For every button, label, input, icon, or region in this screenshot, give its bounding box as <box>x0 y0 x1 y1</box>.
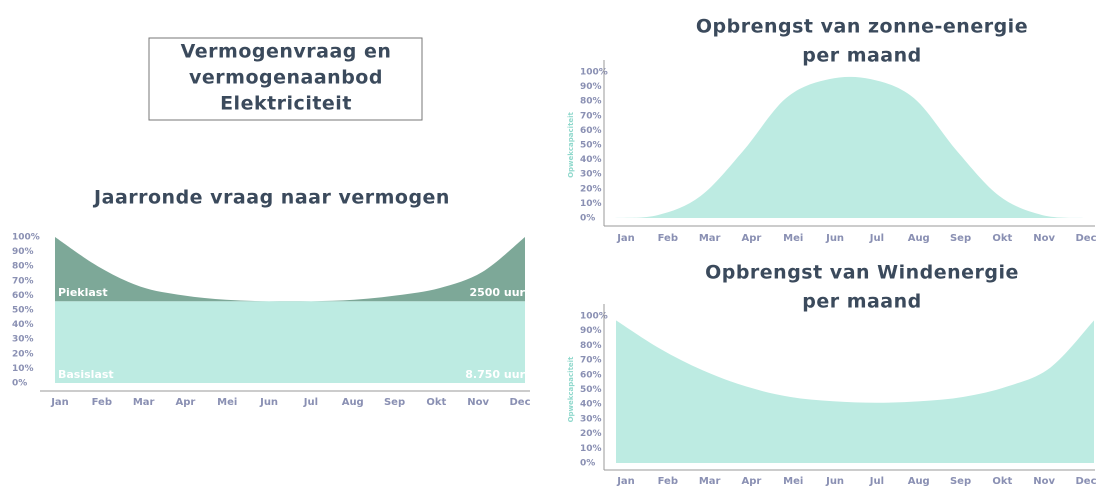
x-tick-label: Sep <box>950 233 971 244</box>
x-tick-label: Aug <box>908 233 930 244</box>
chart-title: Opbrengst van zonne-energie <box>696 16 1028 38</box>
y-tick-label: 50% <box>580 141 602 151</box>
y-axis-label: Opwekcapaciteit <box>567 111 575 177</box>
x-tick-label: Jul <box>869 476 884 486</box>
x-tick-label: Aug <box>342 397 364 408</box>
area <box>616 320 1094 463</box>
x-tick-label: Feb <box>658 476 678 486</box>
y-tick-label: 30% <box>580 170 602 180</box>
x-tick-label: Okt <box>992 233 1012 244</box>
x-tick-label: Jul <box>303 397 318 408</box>
y-tick-label: 80% <box>12 262 34 272</box>
chart-title: per maand <box>802 291 922 313</box>
x-tick-label: Apr <box>742 233 762 244</box>
y-tick-label: 80% <box>580 97 602 107</box>
x-tick-label: Feb <box>658 233 678 244</box>
series-label: Pieklast <box>58 286 108 299</box>
x-tick-label: Jan <box>616 476 635 486</box>
series-note: 2500 uur <box>469 286 525 299</box>
y-axis-label: Opwekcapaciteit <box>567 356 575 422</box>
y-tick-label: 60% <box>580 370 602 380</box>
y-tick-label: 40% <box>580 155 602 165</box>
x-tick-label: Dec <box>1075 233 1096 244</box>
main-title: vermogenaanbod <box>189 67 383 89</box>
x-tick-label: Nov <box>1033 476 1055 486</box>
main-title: Elektriciteit <box>220 93 352 115</box>
y-tick-label: 100% <box>580 312 608 322</box>
x-tick-label: Sep <box>384 397 405 408</box>
x-tick-label: Jun <box>825 233 844 244</box>
x-tick-label: Okt <box>992 476 1012 486</box>
y-tick-label: 70% <box>12 276 34 286</box>
y-tick-label: 60% <box>580 126 602 136</box>
x-tick-label: Mar <box>133 397 155 408</box>
x-tick-label: Nov <box>467 397 489 408</box>
x-tick-label: Jan <box>616 233 635 244</box>
y-tick-label: 40% <box>580 400 602 410</box>
main-title: Vermogenvraag en <box>181 41 392 63</box>
y-tick-label: 20% <box>580 184 602 194</box>
area <box>55 237 525 302</box>
x-tick-label: Jun <box>825 476 844 486</box>
y-tick-label: 100% <box>580 68 608 78</box>
y-tick-label: 50% <box>580 385 602 395</box>
y-tick-label: 70% <box>580 356 602 366</box>
x-tick-label: Aug <box>908 476 930 486</box>
x-tick-label: Jul <box>869 233 884 244</box>
x-tick-label: Mei <box>783 476 803 486</box>
area <box>55 301 525 383</box>
series-note: 8.750 uur <box>465 368 525 381</box>
y-tick-label: 70% <box>580 111 602 121</box>
x-tick-label: Jun <box>259 397 278 408</box>
chart-title: Opbrengst van Windenergie <box>705 262 1019 284</box>
y-tick-label: 80% <box>580 341 602 351</box>
y-tick-label: 10% <box>580 199 602 209</box>
y-tick-label: 10% <box>12 364 34 374</box>
chart-title: per maand <box>802 45 922 67</box>
y-tick-label: 20% <box>12 349 34 359</box>
x-tick-label: Okt <box>426 397 446 408</box>
y-tick-label: 0% <box>580 214 595 224</box>
x-tick-label: Apr <box>742 476 762 486</box>
x-tick-label: Jan <box>50 397 69 408</box>
y-tick-label: 10% <box>580 444 602 454</box>
y-tick-label: 0% <box>12 379 27 389</box>
x-tick-label: Nov <box>1033 233 1055 244</box>
y-tick-label: 90% <box>580 326 602 336</box>
y-tick-label: 90% <box>12 247 34 257</box>
x-tick-label: Mar <box>699 476 721 486</box>
chart-title: Jaarronde vraag naar vermogen <box>92 187 450 209</box>
x-tick-label: Mar <box>699 233 721 244</box>
y-tick-label: 30% <box>12 335 34 345</box>
y-tick-label: 0% <box>580 459 595 469</box>
y-tick-label: 100% <box>12 233 40 243</box>
x-tick-label: Mei <box>217 397 237 408</box>
x-tick-label: Mei <box>783 233 803 244</box>
y-tick-label: 30% <box>580 414 602 424</box>
x-tick-label: Apr <box>176 397 196 408</box>
x-tick-label: Feb <box>92 397 112 408</box>
x-tick-label: Sep <box>950 476 971 486</box>
area <box>615 76 1085 219</box>
x-tick-label: Dec <box>1075 476 1096 486</box>
y-tick-label: 90% <box>580 82 602 92</box>
y-tick-label: 60% <box>12 291 34 301</box>
series-label: Basislast <box>58 368 114 381</box>
y-tick-label: 50% <box>12 306 34 316</box>
y-tick-label: 20% <box>580 429 602 439</box>
y-tick-label: 40% <box>12 320 34 330</box>
x-tick-label: Dec <box>509 397 530 408</box>
title-box <box>148 37 423 121</box>
